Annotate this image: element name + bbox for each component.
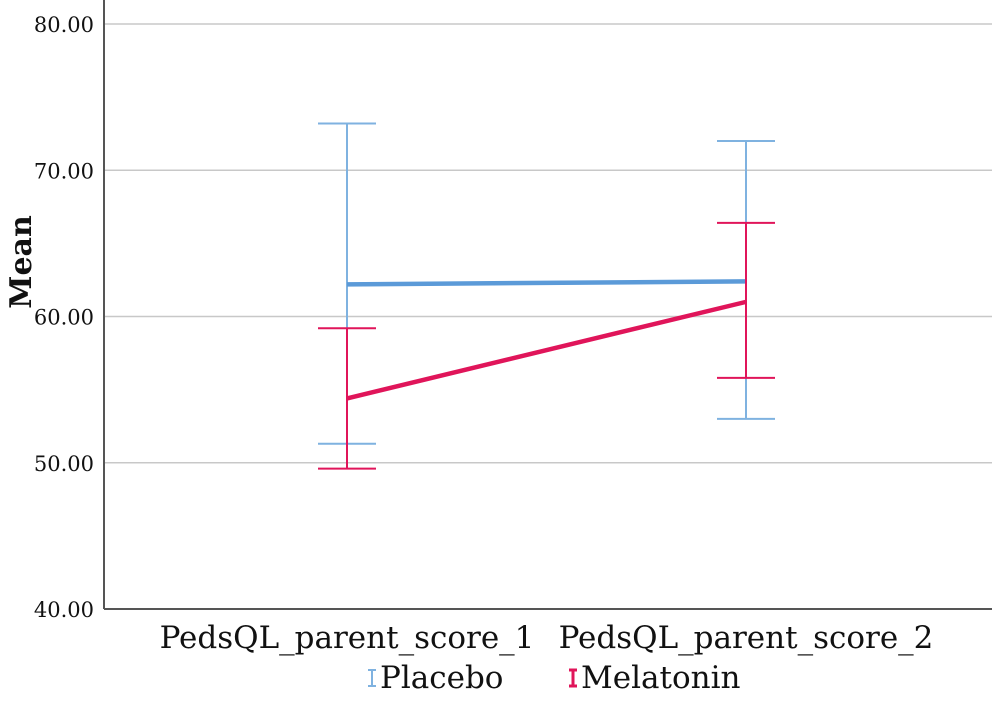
legend-item-melatonin: Melatonin bbox=[569, 660, 740, 696]
series-layer bbox=[318, 122, 775, 470]
placebo-mean-line bbox=[346, 279, 747, 287]
melatonin-mean-line bbox=[346, 299, 747, 401]
y-tick-label-4: 80.00 bbox=[34, 13, 94, 37]
y-tick-label-1: 50.00 bbox=[34, 452, 94, 476]
y-tick-label-0: 40.00 bbox=[34, 598, 94, 622]
y-tick-labels: 40.00 50.00 60.00 70.00 80.00 bbox=[34, 13, 94, 622]
legend-errorbar-icon-placebo bbox=[368, 669, 376, 687]
series-melatonin bbox=[318, 221, 775, 470]
legend-errorbar-icon-melatonin bbox=[569, 668, 577, 688]
y-tick-label-3: 70.00 bbox=[34, 159, 94, 183]
x-category-labels: PedsQL_parent_score_1 PedsQL_parent_score… bbox=[160, 620, 934, 656]
y-tick-label-2: 60.00 bbox=[34, 306, 94, 330]
series-placebo bbox=[318, 122, 775, 445]
x-category-label-1: PedsQL_parent_score_1 bbox=[160, 620, 535, 656]
legend-label-melatonin: Melatonin bbox=[581, 660, 740, 696]
legend-label-placebo: Placebo bbox=[380, 660, 503, 696]
legend: Placebo Melatonin bbox=[368, 660, 740, 696]
y-axis-label: Mean bbox=[4, 215, 39, 309]
legend-item-placebo: Placebo bbox=[368, 660, 503, 696]
x-category-label-2: PedsQL_parent_score_2 bbox=[559, 620, 934, 656]
gridlines bbox=[104, 23, 992, 464]
